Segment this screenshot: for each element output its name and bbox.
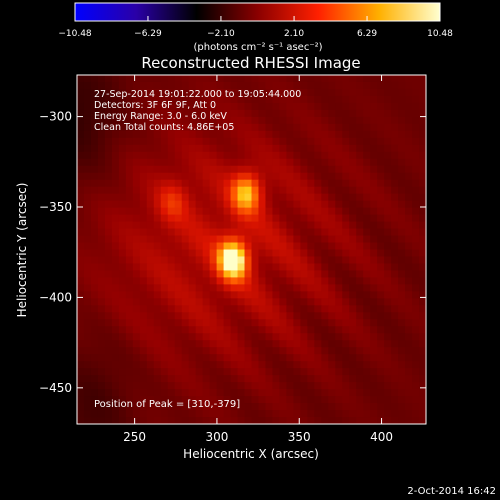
y-tick-label: −450 [39,381,72,395]
annotation-line: 27-Sep-2014 19:01:22.000 to 19:05:44.000 [94,89,301,100]
x-tick-label: 300 [205,430,228,444]
x-axis-label: Heliocentric X (arcsec) [183,447,319,461]
x-tick-label: 250 [123,430,146,444]
annotation-block: 27-Sep-2014 19:01:22.000 to 19:05:44.000… [94,89,301,133]
y-tick-label: −400 [39,290,72,304]
colorbar-tick-label: 6.29 [357,29,377,39]
peak-position-label: Position of Peak = [310,-379] [94,399,240,410]
annotation-line: Detectors: 3F 6F 9F, Att 0 [94,100,216,111]
plot-frame [76,74,427,425]
colorbar-ticks: −10.48 −6.29 −2.10 2.10 6.29 10.48 [58,16,453,39]
colorbar-tick-label: −6.29 [134,29,162,39]
footer-date: 2-Oct-2014 16:42 [407,486,496,497]
colorbar-tick-label: −2.10 [207,29,235,39]
annotation-line: Clean Total counts: 4.86E+05 [94,122,234,133]
colorbar [74,2,441,22]
x-tick-label: 400 [370,430,393,444]
y-axis-label: Heliocentric Y (arcsec) [15,183,29,318]
y-axis-ticks: −300 −350 −400 −450 [39,110,426,395]
colorbar-tick-label: 10.48 [427,29,453,39]
colorbar-unit-label: (photons cm⁻² s⁻¹ asec⁻²) [193,42,322,53]
colorbar-tick-label: 2.10 [284,29,304,39]
x-axis-ticks: 250 300 350 400 [123,75,393,444]
colorbar-tick-label: −10.48 [58,29,92,39]
x-tick-label: 350 [288,430,311,444]
y-tick-label: −350 [39,200,72,214]
heatmap-image [77,75,426,424]
annotation-line: Energy Range: 3.0 - 6.0 keV [94,111,227,122]
chart-title: Reconstructed RHESSI Image [141,54,360,72]
y-tick-label: −300 [39,110,72,124]
